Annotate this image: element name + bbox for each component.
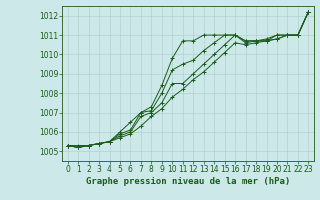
X-axis label: Graphe pression niveau de la mer (hPa): Graphe pression niveau de la mer (hPa) [86,177,290,186]
